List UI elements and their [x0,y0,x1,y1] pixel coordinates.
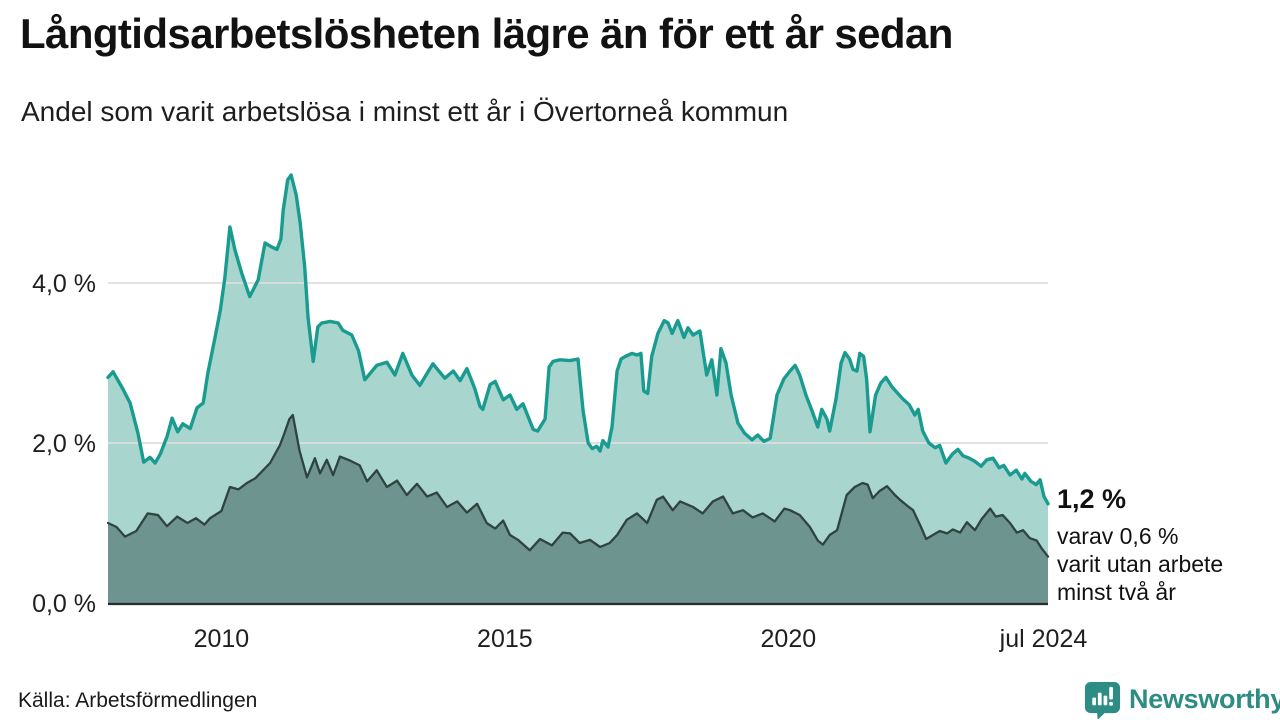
endpoint-annotation: 1,2 % varav 0,6 % varit utan arbete mins… [1057,484,1223,606]
newsworthy-logo: Newsworthy [1083,679,1280,719]
brand-text: Newsworthy [1129,683,1280,714]
y-tick-label: 0,0 % [32,590,96,618]
x-tick-label: jul 2024 [999,625,1088,653]
area-chart: 0,0 % 2,0 % 4,0 % 2010 2015 2020 jul 2024 [32,173,1088,653]
y-tick-label: 2,0 % [32,430,96,458]
x-tick-label: 2015 [477,625,533,653]
endpoint-detail-line-1: varav 0,6 % [1057,523,1179,549]
page-subtitle: Andel som varit arbetslösa i minst ett å… [21,96,789,127]
series-line-min1yr [106,173,1050,506]
area-fill-min2yr [108,415,1048,603]
series-line-min2yr [106,413,1050,558]
x-tick-label: 2010 [194,625,250,653]
x-tick-label: 2020 [761,625,817,653]
y-tick-label: 4,0 % [32,270,96,298]
endpoint-detail-line-2: varit utan arbete [1057,551,1224,577]
endpoint-detail-line-3: minst två år [1057,579,1176,605]
source-attribution: Källa: Arbetsförmedlingen [18,689,258,712]
newsworthy-icon [1084,681,1121,719]
page-title: Långtidsarbetslösheten lägre än för ett … [20,10,953,57]
endpoint-value-1yr: 1,2 % [1057,484,1127,514]
